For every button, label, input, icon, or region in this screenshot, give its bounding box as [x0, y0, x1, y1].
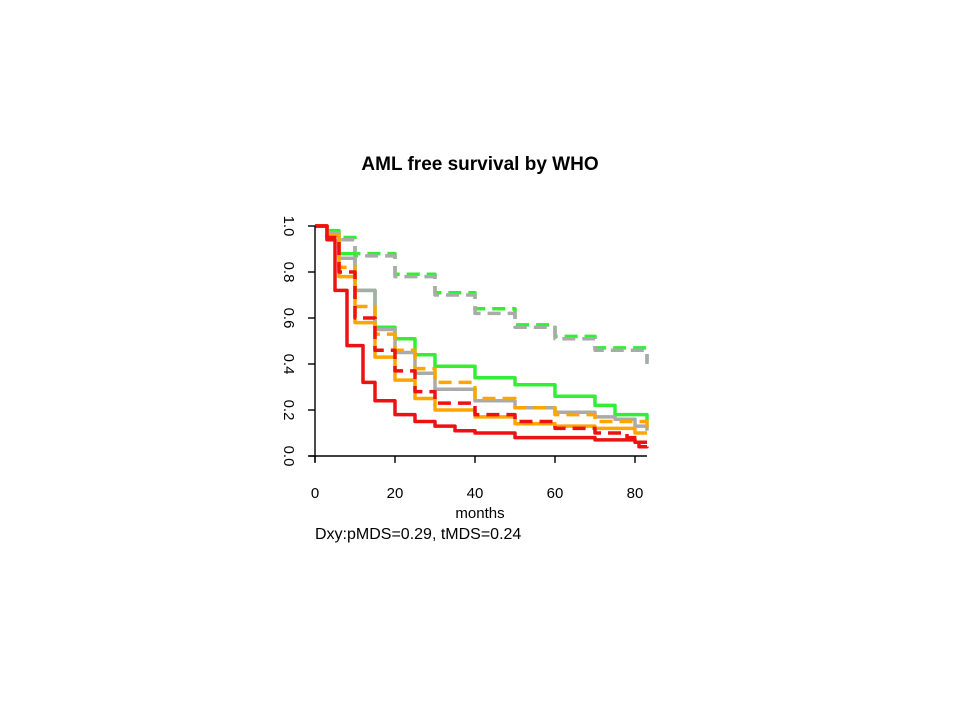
x-tick-label: 80 — [627, 485, 644, 502]
chart-title: AML free survival by WHO — [361, 154, 598, 175]
survival-curve-3 — [315, 224, 649, 422]
y-tick-label: 1.0 — [280, 216, 297, 237]
x-tick-label: 0 — [311, 485, 319, 502]
x-tick-label: 60 — [547, 485, 564, 502]
x-axis: 0 20 40 60 80 — [311, 456, 644, 502]
y-tick-label: 0.8 — [280, 262, 297, 283]
axis-frame — [309, 226, 647, 462]
series-group — [315, 224, 649, 449]
survival-curve-1 — [315, 224, 649, 362]
survival-curve-2 — [315, 224, 649, 364]
y-tick-label: 0.2 — [280, 400, 297, 421]
x-tick-label: 40 — [467, 485, 484, 502]
survival-curve-8 — [315, 224, 647, 444]
survival-curve-4 — [315, 224, 649, 431]
x-tick-label: 20 — [387, 485, 404, 502]
survival-curve-6 — [315, 224, 647, 435]
survival-curve-5 — [315, 224, 649, 429]
y-tick-label: 0.0 — [280, 446, 297, 467]
survival-curve-7 — [315, 224, 649, 449]
y-tick-label: 0.6 — [280, 308, 297, 329]
y-tick-label: 0.4 — [280, 354, 297, 375]
dxy-annotation: Dxy:pMDS=0.29, tMDS=0.24 — [315, 526, 521, 543]
y-axis: 0.0 0.2 0.4 0.6 0.8 1.0 — [280, 216, 315, 467]
x-axis-label: months — [455, 505, 504, 522]
